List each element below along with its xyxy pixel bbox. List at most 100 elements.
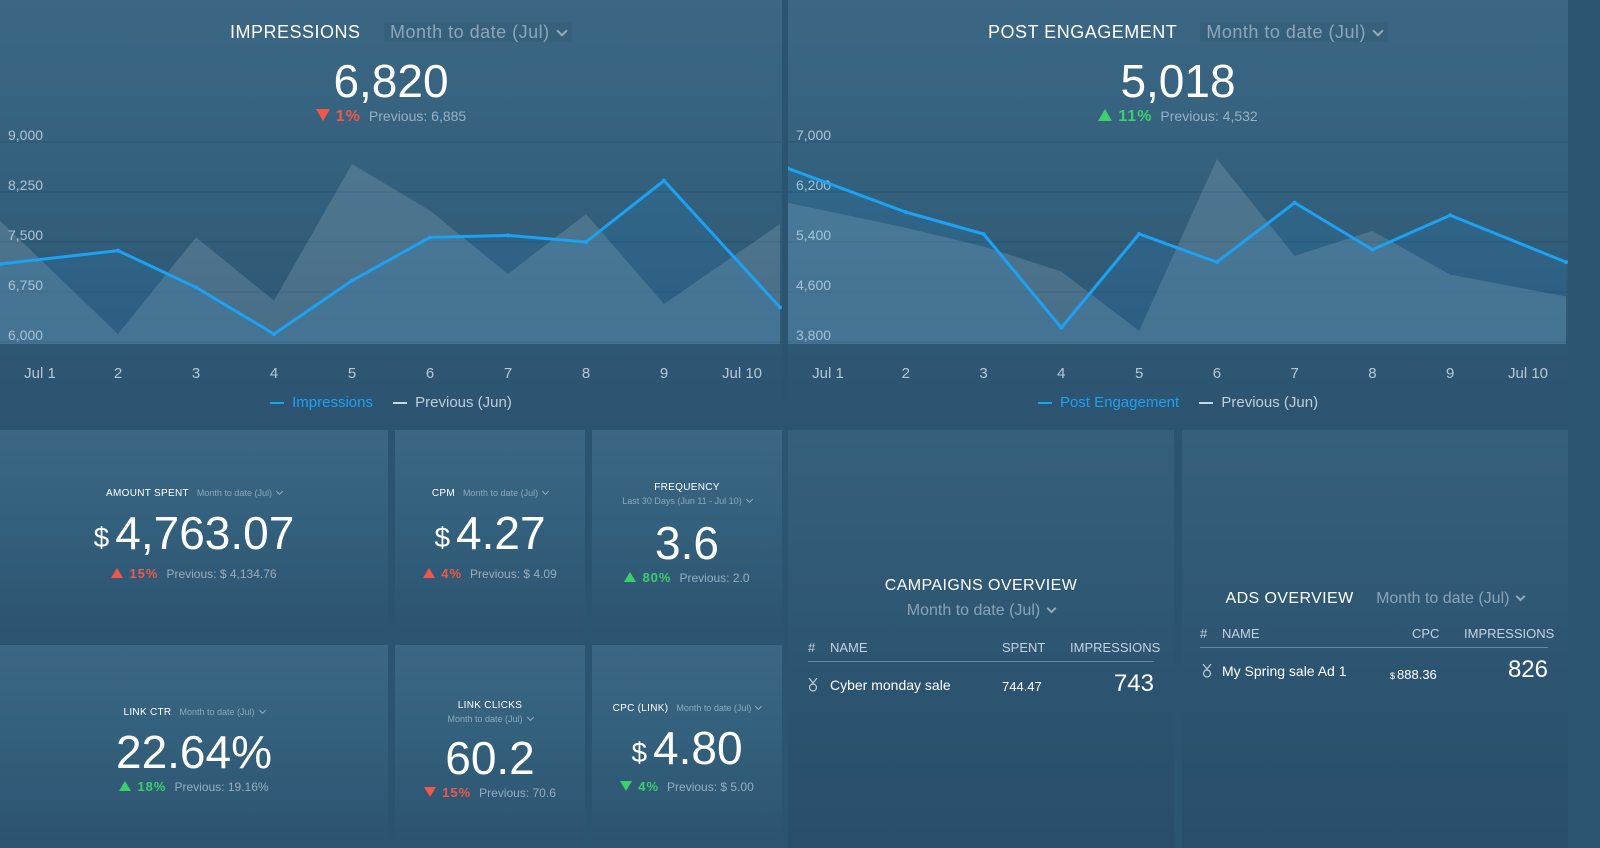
engagement-previous: Previous: 4,532	[1160, 108, 1258, 124]
kpi-previous: Previous: 2.0	[679, 571, 750, 585]
legend-item-engagement[interactable]: Post Engagement	[1037, 394, 1179, 411]
x-tick-label: 9	[1446, 365, 1454, 382]
data-point-current[interactable]	[350, 278, 354, 283]
chevron-down-icon	[555, 25, 568, 37]
col-header-spent[interactable]: SPENT	[1002, 640, 1046, 655]
data-point-current[interactable]	[1448, 213, 1453, 218]
kpi-value: 22.64%	[0, 725, 388, 779]
x-tick-label: 9	[660, 365, 668, 382]
kpi-range-dropdown[interactable]: Month to date (Jul)	[395, 713, 585, 724]
kpi-range-dropdown[interactable]: Month to date (Jul)	[676, 702, 763, 713]
x-tick-label: 8	[582, 365, 590, 382]
kpi-range-dropdown[interactable]: Last 30 Days (Jun 11 - Jul 10)	[592, 495, 782, 506]
data-point-current[interactable]	[1214, 260, 1219, 265]
kpi-label: CPM	[431, 488, 456, 499]
col-header-name[interactable]: NAME	[1222, 626, 1260, 641]
legend-item-impressions[interactable]: Impressions	[270, 394, 373, 411]
data-point-current[interactable]	[0, 262, 2, 266]
chevron-down-icon	[526, 713, 534, 722]
data-point-current[interactable]	[1370, 247, 1375, 252]
table-row[interactable]: My Spring sale Ad 1 $888.36 826	[1182, 654, 1568, 690]
impressions-title: IMPRESSIONS	[230, 22, 361, 42]
table-row[interactable]: Cyber monday sale 744.47 743	[788, 668, 1174, 704]
x-tick-label: 8	[1368, 365, 1376, 382]
x-tick-label: 6	[1213, 365, 1221, 382]
impressions-range-dropdown[interactable]: Month to date (Jul)	[384, 22, 572, 42]
legend-item-previous[interactable]: Previous (Jun)	[1199, 394, 1318, 411]
series-current-line	[788, 166, 1567, 330]
kpi-range-dropdown[interactable]: Month to date (Jul)	[463, 487, 550, 498]
up-arrow-icon	[1098, 109, 1113, 121]
data-point-current[interactable]	[903, 210, 908, 215]
col-header-impressions[interactable]: IMPRESSIONS	[1070, 640, 1161, 655]
engagement-range-label: Month to date (Jul)	[1206, 22, 1366, 42]
legend-swatch-current	[1037, 402, 1052, 405]
engagement-chart: 7,0006,2005,4004,6003,800Jul 123456789Ju…	[788, 127, 1568, 382]
kpi-link-ctr: LINK CTR Month to date (Jul) 22.64% 18% Pr…	[0, 645, 388, 848]
data-point-current[interactable]	[788, 166, 790, 171]
impressions-range-label: Month to date (Jul)	[390, 22, 550, 42]
y-tick-label: 9,000	[8, 127, 43, 143]
down-arrow-icon	[620, 781, 633, 791]
data-point-current[interactable]	[428, 235, 432, 240]
medal-icon	[1202, 664, 1212, 678]
medal-icon	[808, 678, 818, 692]
impressions-chart: 9,000 8,250 7,500 6,750 6,000 Jul 1 2 3 4 5 6 7 8 9 Ju…	[0, 127, 782, 382]
campaigns-range-label: Month to date (Jul)	[906, 602, 1041, 619]
kpi-value-number: 4.80	[653, 722, 743, 774]
kpi-header: LINK CLICKS Month to date (Jul)	[395, 700, 585, 724]
y-tick-label: 5,400	[796, 227, 831, 243]
campaigns-range-dropdown[interactable]: Month to date (Jul)	[788, 602, 1174, 620]
kpi-range-dropdown[interactable]: Month to date (Jul)	[179, 706, 266, 717]
data-point-current[interactable]	[1059, 325, 1064, 330]
data-point-current[interactable]	[194, 285, 198, 290]
impressions-value: 6,820	[333, 55, 449, 107]
data-point-current[interactable]	[584, 240, 588, 244]
campaigns-overview-panel: CAMPAIGNS OVERVIEW Month to date (Jul) #…	[788, 430, 1174, 848]
data-point-current[interactable]	[1137, 232, 1142, 236]
engagement-range-dropdown[interactable]: Month to date (Jul)	[1200, 22, 1388, 42]
campaign-impressions: 743	[1113, 670, 1154, 697]
impressions-legend: Impressions Previous (Jun)	[0, 394, 782, 411]
kpi-label: LINK CLICKS	[457, 700, 523, 711]
kpi-comparison: 18% Previous: 19.16%	[0, 779, 388, 794]
data-point-current[interactable]	[506, 233, 510, 238]
col-header-cpc[interactable]: CPC	[1412, 626, 1440, 641]
kpi-range-dropdown[interactable]: Month to date (Jul)	[197, 487, 283, 498]
ad-cpc-value: 888.36	[1397, 667, 1437, 682]
kpi-range-label: Month to date (Jul)	[676, 703, 752, 713]
chevron-down-icon	[745, 495, 753, 504]
data-point-current[interactable]	[1292, 200, 1297, 205]
x-tick-label: 5	[1135, 365, 1143, 382]
kpi-frequency: FREQUENCY Last 30 Days (Jun 11 - Jul 10)…	[592, 430, 782, 638]
kpi-currency: $	[434, 522, 451, 554]
data-point-current[interactable]	[981, 232, 986, 236]
kpi-label: FREQUENCY	[654, 482, 720, 493]
down-arrow-icon	[315, 109, 330, 121]
data-point-current[interactable]	[1564, 260, 1568, 265]
data-point-current[interactable]	[662, 178, 666, 183]
y-tick-label: 4,600	[796, 277, 831, 293]
engagement-change: 11%	[1118, 108, 1153, 125]
x-tick-label: 5	[348, 365, 356, 382]
impressions-panel: IMPRESSIONS Month to date (Jul) 6,820 1%…	[0, 0, 782, 422]
data-point-current[interactable]	[116, 248, 120, 253]
engagement-title: POST ENGAGEMENT	[988, 22, 1177, 42]
col-header-impressions[interactable]: IMPRESSIONS	[1464, 626, 1555, 641]
y-tick-label: 3,800	[796, 327, 831, 343]
impressions-previous: Previous: 6,885	[368, 108, 467, 124]
col-header-name[interactable]: NAME	[830, 640, 868, 655]
x-tick-label: 4	[270, 365, 278, 382]
legend-label-current: Impressions	[292, 394, 373, 411]
x-tick-label: Jul 1	[812, 365, 844, 382]
legend-swatch-previous	[393, 402, 408, 405]
legend-item-previous[interactable]: Previous (Jun)	[393, 394, 512, 411]
data-point-current[interactable]	[778, 305, 782, 310]
ads-range-dropdown[interactable]: Month to date (Jul)	[1376, 590, 1526, 607]
legend-label-previous: Previous (Jun)	[1221, 394, 1319, 411]
kpi-previous: Previous: $ 4.09	[470, 567, 557, 581]
engagement-legend: Post Engagement Previous (Jun)	[788, 394, 1568, 411]
engagement-header: POST ENGAGEMENT Month to date (Jul)	[988, 22, 1388, 43]
ads-overview-panel: ADS OVERVIEW Month to date (Jul) # NAME …	[1182, 430, 1568, 848]
data-point-current[interactable]	[272, 332, 276, 336]
